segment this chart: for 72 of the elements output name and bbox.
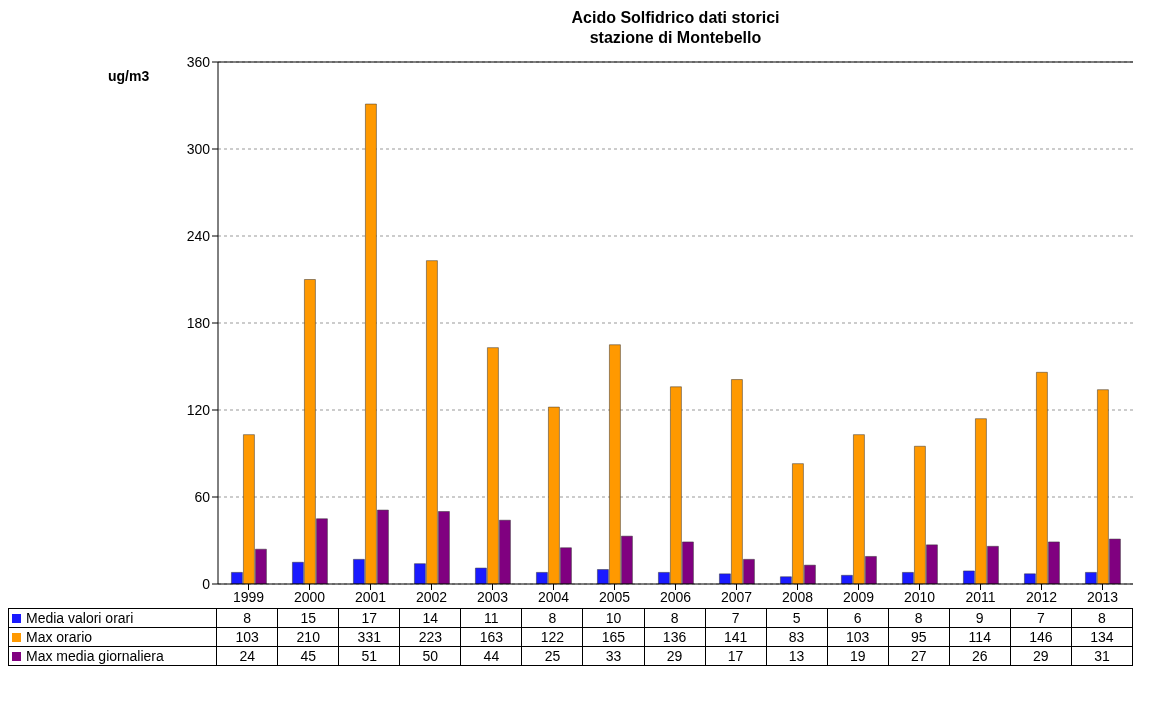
data-label: 136	[644, 627, 706, 647]
data-label: 33	[582, 646, 644, 666]
data-label: 165	[582, 627, 644, 647]
x-tick-label: 2008	[781, 588, 814, 605]
x-tick-label: 2010	[903, 588, 936, 605]
data-label: 17	[705, 646, 767, 666]
data-label: 25	[521, 646, 583, 666]
data-label: 19	[827, 646, 889, 666]
data-label: 8	[521, 608, 583, 628]
x-tick-label: 2004	[537, 588, 570, 605]
data-label: 8	[216, 608, 278, 628]
data-label: 114	[949, 627, 1011, 647]
data-label: 17	[338, 608, 400, 628]
data-label: 51	[338, 646, 400, 666]
data-label: 6	[827, 608, 889, 628]
data-label: 13	[766, 646, 828, 666]
data-label: 29	[1010, 646, 1072, 666]
legend-label: Max orario	[8, 627, 217, 647]
data-label: 29	[644, 646, 706, 666]
data-label: 15	[277, 608, 339, 628]
data-label: 122	[521, 627, 583, 647]
data-label: 210	[277, 627, 339, 647]
y-tick-label: 0	[202, 575, 211, 592]
data-label: 8	[1071, 608, 1133, 628]
data-label: 24	[216, 646, 278, 666]
x-tick-label: 2013	[1086, 588, 1119, 605]
data-label: 163	[460, 627, 522, 647]
x-tick-label: 2007	[720, 588, 753, 605]
data-label: 9	[949, 608, 1011, 628]
data-label: 5	[766, 608, 828, 628]
y-tick-label: 180	[186, 314, 211, 331]
x-tick-label: 2012	[1025, 588, 1058, 605]
x-tick-label: 2001	[354, 588, 387, 605]
x-tick-label: 2003	[476, 588, 509, 605]
y-tick-label: 300	[186, 140, 211, 157]
data-label: 45	[277, 646, 339, 666]
data-label: 8	[644, 608, 706, 628]
chart-title: Acido Solfidrico dati storici stazione di Montebello	[570, 8, 781, 48]
y-tick-label: 120	[186, 401, 211, 418]
data-label: 26	[949, 646, 1011, 666]
y-tick-label: 240	[186, 227, 211, 244]
x-tick-label: 2011	[965, 588, 996, 605]
data-label: 7	[1010, 608, 1072, 628]
data-label: 31	[1071, 646, 1133, 666]
data-label: 223	[399, 627, 461, 647]
x-tick-label: 2000	[293, 588, 326, 605]
x-tick-label: 2006	[659, 588, 692, 605]
x-tick-label: 2002	[415, 588, 448, 605]
x-tick-label: 1999	[232, 588, 265, 605]
data-label: 50	[399, 646, 461, 666]
y-tick-label: 60	[194, 488, 211, 505]
data-label: 7	[705, 608, 767, 628]
data-label: 146	[1010, 627, 1072, 647]
data-label: 44	[460, 646, 522, 666]
data-label: 8	[888, 608, 950, 628]
data-label: 103	[216, 627, 278, 647]
data-label: 331	[338, 627, 400, 647]
legend-label: Max media giornaliera	[8, 646, 217, 666]
data-label: 27	[888, 646, 950, 666]
data-label: 11	[460, 608, 522, 628]
legend-label: Media valori orari	[8, 608, 217, 628]
x-tick-label: 2005	[598, 588, 631, 605]
data-label: 83	[766, 627, 828, 647]
y-axis-title: ug/m3	[108, 68, 150, 84]
data-label: 134	[1071, 627, 1133, 647]
x-tick-label: 2009	[842, 588, 875, 605]
data-label: 103	[827, 627, 889, 647]
data-label: 95	[888, 627, 950, 647]
data-label: 14	[399, 608, 461, 628]
data-label: 10	[582, 608, 644, 628]
data-label: 141	[705, 627, 767, 647]
y-tick-label: 360	[186, 53, 211, 70]
